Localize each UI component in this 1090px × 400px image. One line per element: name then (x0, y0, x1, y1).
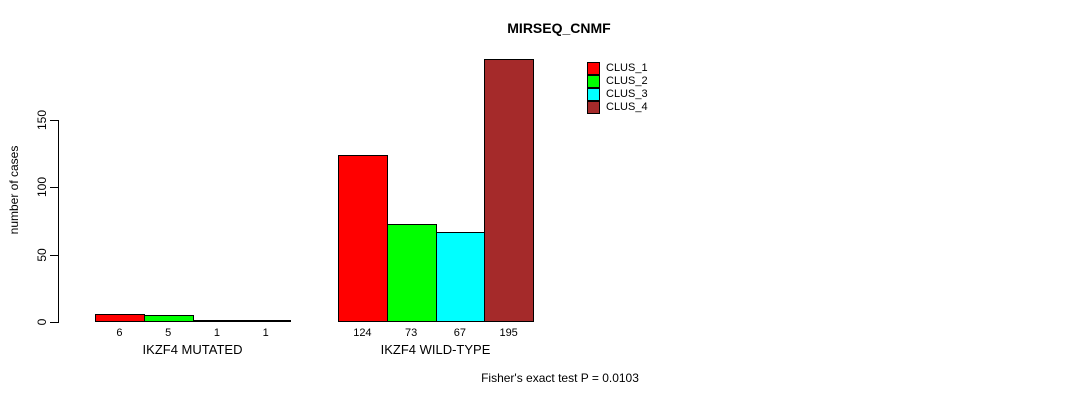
y-axis-tick-label: 100 (35, 176, 49, 198)
y-axis-line (58, 120, 59, 323)
bar-value-label: 6 (116, 327, 123, 339)
bar-clus_4-wildtype (484, 59, 534, 322)
y-axis-tick (50, 322, 58, 323)
legend-item: CLUS_2 (587, 75, 648, 88)
bar-clus_2-wildtype (387, 224, 437, 322)
bar-value-label: 124 (353, 327, 372, 339)
legend-label: CLUS_4 (606, 101, 648, 113)
chart-title: MIRSEQ_CNMF (507, 20, 611, 36)
y-axis-tick-label: 0 (35, 318, 49, 326)
bar-clus_4-mutated (241, 320, 291, 322)
legend: CLUS_1 CLUS_2 CLUS_3 CLUS_4 (587, 62, 648, 114)
bar-value-label: 73 (405, 327, 418, 339)
legend-item: CLUS_3 (587, 88, 648, 101)
bar-value-label: 67 (453, 327, 466, 339)
y-axis-tick-label: 50 (35, 248, 49, 262)
category-label: IKZF4 WILD-TYPE (380, 342, 491, 357)
bar-clus_1-mutated (95, 314, 145, 322)
bar-value-label: 1 (213, 327, 220, 339)
legend-item: CLUS_1 (587, 62, 648, 75)
bar-value-label: 195 (499, 327, 518, 339)
legend-label: CLUS_1 (606, 62, 648, 74)
legend-swatch-clus_3 (587, 88, 600, 101)
legend-label: CLUS_2 (606, 75, 648, 87)
y-axis-tick-label: 150 (35, 109, 49, 131)
bar-clus_3-mutated (193, 320, 242, 322)
bar-clus_1-wildtype (338, 155, 388, 322)
legend-item: CLUS_4 (587, 101, 648, 114)
category-label: IKZF4 MUTATED (142, 342, 243, 357)
y-axis-tick (50, 120, 58, 121)
legend-swatch-clus_1 (587, 62, 600, 75)
bar-clus_2-mutated (144, 315, 194, 322)
y-axis-tick (50, 255, 58, 256)
annotation-text: Fisher's exact test P = 0.0103 (481, 371, 639, 385)
legend-swatch-clus_4 (587, 101, 600, 114)
bar-value-label: 1 (262, 327, 269, 339)
legend-label: CLUS_3 (606, 88, 648, 100)
y-axis-title: number of cases (7, 145, 21, 235)
bar-value-label: 5 (165, 327, 172, 339)
bar-clus_3-wildtype (436, 232, 485, 322)
y-axis-tick (50, 187, 58, 188)
legend-swatch-clus_2 (587, 75, 600, 88)
